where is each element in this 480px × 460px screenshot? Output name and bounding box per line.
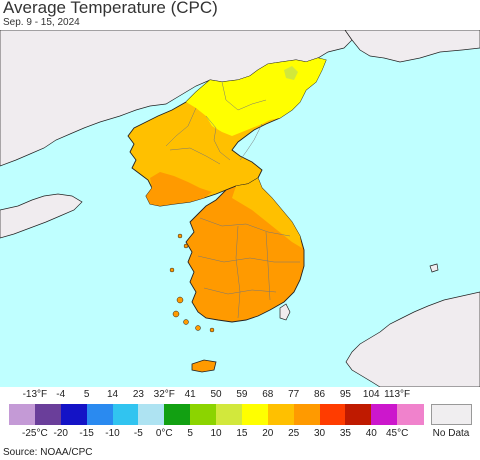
fahrenheit-tick-label: 86	[313, 389, 326, 400]
celsius-tick-label: 5	[187, 428, 193, 439]
fahrenheit-tick-label: 14	[106, 389, 119, 400]
fahrenheit-tick-label: 104	[362, 389, 380, 400]
mountain-cool-patch	[284, 66, 298, 80]
fahrenheit-tick-label: 41	[184, 389, 196, 400]
celsius-tick-label: 0°C	[155, 428, 173, 439]
fahrenheit-tick-label: 77	[288, 389, 300, 400]
legend-swatch	[267, 404, 295, 425]
fahrenheit-tick-label: -4	[56, 389, 66, 400]
east-coast-zone	[232, 178, 302, 248]
shandong-peninsula	[0, 193, 83, 239]
color-legend: -13°F -4 5 14 23 32°F 41 50 59 68 77 86 95 104 113°F -…	[0, 387, 480, 447]
temperature-map	[0, 30, 480, 387]
fahrenheit-tick-label: 50	[210, 389, 222, 400]
legend-swatch	[345, 404, 372, 425]
celsius-tick-label: -10	[105, 428, 120, 439]
celsius-tick-label: 20	[262, 428, 274, 439]
legend-swatch	[293, 404, 320, 425]
legend-swatch	[112, 404, 139, 425]
celsius-tick-label: -25°C	[22, 428, 48, 439]
fahrenheit-tick-label: -13°F	[22, 389, 48, 400]
legend-swatch	[138, 404, 165, 425]
fahrenheit-tick-label: 59	[236, 389, 248, 400]
legend-swatch	[371, 404, 398, 425]
celsius-tick-label: 45°C	[385, 428, 409, 439]
celsius-tick-label: 10	[210, 428, 222, 439]
russia-coast	[344, 30, 480, 63]
jeju-island	[191, 359, 217, 373]
legend-swatch	[319, 404, 346, 425]
celsius-tick-label: 25	[288, 428, 300, 439]
fahrenheit-tick-label: 5	[83, 389, 90, 400]
coastal-islands	[169, 233, 215, 333]
celsius-tick-label: 40	[365, 428, 377, 439]
oki-island	[429, 263, 439, 273]
celsius-tick-label: -15	[79, 428, 94, 439]
date-range: Sep. 9 - 15, 2024	[3, 17, 80, 28]
legend-swatch	[34, 404, 62, 425]
fahrenheit-tick-label: 32°F	[153, 389, 175, 400]
north-korea-warm-zone	[146, 172, 212, 206]
tsushima-island	[279, 303, 291, 321]
fahrenheit-tick-label: 113°F	[384, 389, 411, 400]
map-title: Average Temperature (CPC)	[3, 0, 218, 17]
celsius-tick-label: 30	[313, 428, 326, 439]
celsius-tick-label: -20	[53, 428, 68, 439]
header: Average Temperature (CPC) Sep. 9 - 15, 2…	[0, 0, 480, 30]
province-boundaries	[165, 81, 300, 319]
legend-swatch	[86, 404, 113, 425]
celsius-tick-label: 15	[236, 428, 248, 439]
no-data-swatch	[431, 404, 472, 425]
source-credit: Source: NOAA/CPC	[3, 447, 93, 458]
legend-swatch	[216, 404, 243, 425]
celsius-tick-label: -5	[133, 428, 143, 439]
celsius-tick-label: 35	[339, 428, 351, 439]
japan-land	[345, 291, 480, 387]
no-data-label: No Data	[432, 428, 470, 439]
legend-swatch	[164, 404, 191, 425]
fahrenheit-tick-label: 23	[132, 389, 144, 400]
legend-swatch	[60, 404, 88, 425]
fahrenheit-tick-label: 95	[339, 389, 351, 400]
fahrenheit-tick-label: 68	[262, 389, 274, 400]
legend-swatch	[9, 404, 36, 425]
legend-swatch	[190, 404, 217, 425]
legend-swatch	[397, 404, 424, 425]
legend-swatch	[241, 404, 269, 425]
